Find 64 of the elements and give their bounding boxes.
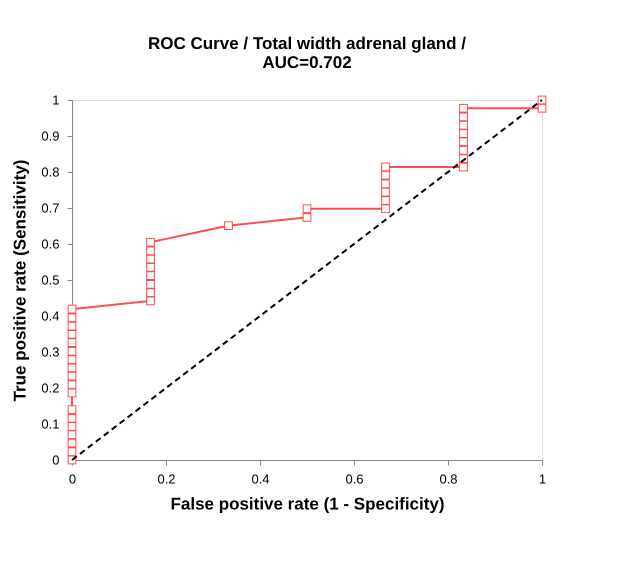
x-tick-label: 0.8 (439, 472, 458, 486)
point (538, 104, 546, 113)
x-tick-label: 0.6 (345, 472, 364, 486)
point (146, 280, 155, 289)
point (459, 129, 468, 138)
point (459, 137, 468, 146)
point (224, 221, 233, 230)
point (146, 263, 155, 272)
point (459, 146, 468, 155)
point (68, 380, 76, 390)
y-tick-label: 0.2 (41, 380, 60, 396)
y-tick-label: 0.9 (41, 128, 60, 144)
point (68, 405, 76, 414)
point (68, 313, 76, 322)
point (381, 196, 390, 205)
point (302, 212, 312, 222)
y-tick-label: 0.5 (41, 272, 60, 288)
point (146, 246, 155, 256)
y-tick-label: 0.7 (41, 200, 60, 216)
y-tick-label: 0.8 (41, 164, 60, 180)
point (68, 430, 76, 440)
point (68, 304, 76, 314)
point (146, 288, 155, 297)
y-tick-label: 0 (52, 452, 60, 468)
point (68, 447, 76, 456)
point (68, 422, 76, 431)
point (146, 296, 155, 306)
point (381, 188, 390, 197)
point (459, 112, 468, 122)
y-tick-label: 0.4 (41, 308, 60, 324)
point (459, 104, 468, 113)
y-axis-title: True positive rate (Sensitivity) (10, 160, 30, 402)
point (302, 204, 312, 214)
y-tick-label: 0.3 (41, 344, 60, 360)
point (68, 346, 76, 356)
point (538, 96, 546, 104)
point (68, 363, 76, 372)
point (146, 271, 155, 280)
point (381, 162, 390, 172)
text: ROC Curve / Total width adrenal gland / (148, 34, 466, 53)
point (459, 120, 468, 130)
point (68, 438, 76, 448)
point (68, 322, 76, 330)
x-tick-label: 0 (68, 472, 76, 486)
point (68, 338, 76, 348)
point (68, 330, 76, 339)
point (381, 170, 390, 180)
y-tick-label: 0.6 (41, 236, 60, 252)
point (68, 372, 76, 380)
point (146, 238, 155, 247)
x-axis-title: False positive rate (1 - Specificity) (170, 494, 444, 514)
point (381, 204, 390, 214)
y-tick-label: 1 (52, 92, 60, 108)
point (381, 180, 390, 188)
point (68, 388, 76, 398)
point (459, 162, 468, 172)
point (146, 254, 155, 264)
text: AUC=0.702 (262, 53, 352, 72)
x-tick-label: 1 (538, 472, 546, 486)
y-tick-label: 0.1 (41, 416, 60, 432)
x-tick-label: 0.2 (157, 472, 176, 486)
x-tick-label: 0.4 (251, 472, 270, 486)
point (68, 355, 76, 364)
point (68, 414, 76, 423)
